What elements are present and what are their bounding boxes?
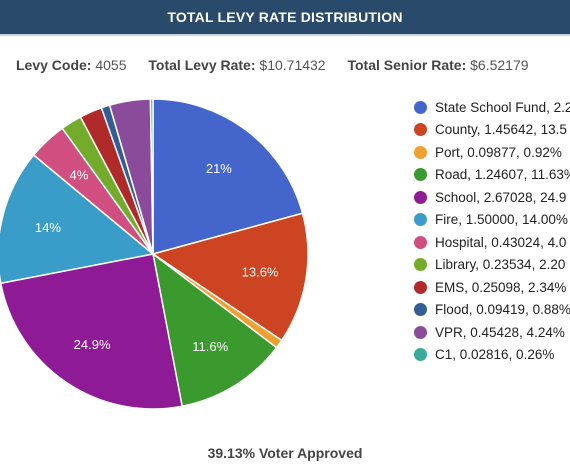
slice-label-hospital: 4% (70, 168, 89, 183)
legend-swatch (414, 325, 427, 339)
pie-slice-fire (0, 153, 155, 285)
legend-item-hospital[interactable]: Hospital, 0.43024, 4.0 (414, 231, 570, 254)
legend-item-port[interactable]: Port, 0.09877, 0.92% (414, 141, 570, 164)
legend-item-county[interactable]: County, 1.45642, 13.5 (414, 119, 570, 142)
page-title-bar: TOTAL LEVY RATE DISTRIBUTION (0, 0, 570, 34)
legend-label: State School Fund, 2.2 (435, 99, 570, 115)
legend-item-ems[interactable]: EMS, 0.25098, 2.34% (414, 276, 570, 299)
pie-slice-c1 (149, 98, 154, 255)
legend-swatch (414, 168, 427, 182)
senior-rate-value: $6.52179 (470, 57, 529, 73)
legend-swatch (414, 145, 427, 159)
pie-slice-county (151, 212, 309, 342)
legend-item-road[interactable]: Road, 1.24607, 11.63% (414, 164, 570, 187)
pie-slice-state-school-fund (152, 98, 304, 255)
voter-approved-note: 39.13% Voter Approved (207, 445, 363, 461)
legend-label: Hospital, 0.43024, 4.0 (435, 234, 567, 250)
total-levy-label: Total Levy Rate: (148, 57, 256, 73)
legend-item-state-school-fund[interactable]: State School Fund, 2.2 (414, 96, 570, 119)
legend-label: Flood, 0.09419, 0.88% (435, 302, 570, 318)
legend-swatch (414, 190, 427, 204)
legend-item-school[interactable]: School, 2.67028, 24.9 (414, 186, 570, 209)
legend-swatch (414, 213, 427, 227)
pie-slice-road (151, 252, 278, 408)
legend-label: Road, 1.24607, 11.63% (435, 167, 570, 183)
legend-swatch (414, 348, 427, 362)
levy-code-label: Levy Code: (16, 57, 92, 73)
levy-code-stat: Levy Code: 4055 (16, 57, 127, 73)
legend-label: C1, 0.02816, 0.26% (435, 347, 555, 363)
levy-code-value: 4055 (95, 57, 127, 73)
legend-item-vpr[interactable]: VPR, 0.45428, 4.24% (414, 321, 570, 344)
summary-stats: Levy Code: 4055 Total Levy Rate: $10.714… (16, 57, 547, 73)
legend-swatch (414, 303, 427, 317)
legend-label: Fire, 1.50000, 14.00% (435, 212, 568, 228)
legend-swatch (414, 123, 427, 137)
legend-item-fire[interactable]: Fire, 1.50000, 14.00% (414, 209, 570, 232)
slice-label-road: 11.6% (192, 339, 228, 354)
legend-label: County, 1.45642, 13.5 (435, 122, 567, 138)
legend-label: EMS, 0.25098, 2.34% (435, 279, 567, 295)
legend-swatch (414, 235, 427, 249)
legend-item-flood[interactable]: Flood, 0.09419, 0.88% (414, 299, 570, 322)
senior-rate-label: Total Senior Rate: (347, 57, 467, 73)
legend-swatch (414, 100, 427, 114)
slice-label-school: 24.9% (74, 337, 111, 352)
total-levy-value: $10.71432 (259, 57, 326, 73)
slice-label-county: 13.6% (242, 265, 279, 280)
legend-label: Port, 0.09877, 0.92% (435, 144, 562, 160)
legend-label: School, 2.67028, 24.9 (435, 189, 567, 205)
legend-swatch (414, 280, 427, 294)
title-divider (0, 34, 570, 36)
senior-rate-stat: Total Senior Rate: $6.52179 (347, 57, 528, 73)
legend-swatch (414, 258, 427, 272)
slice-label-fire: 14% (35, 220, 61, 235)
legend-label: VPR, 0.45428, 4.24% (435, 324, 565, 340)
slice-label-state-school-fund: 21% (206, 161, 232, 176)
page-title: TOTAL LEVY RATE DISTRIBUTION (167, 9, 403, 25)
legend-label: Library, 0.23534, 2.20 (435, 257, 566, 273)
chart-legend: State School Fund, 2.2 County, 1.45642, 1… (414, 96, 570, 366)
pie-slice-school (0, 253, 184, 410)
total-levy-stat: Total Levy Rate: $10.71432 (148, 57, 325, 73)
legend-item-library[interactable]: Library, 0.23534, 2.20 (414, 254, 570, 277)
legend-item-c1[interactable]: C1, 0.02816, 0.26% (414, 344, 570, 367)
